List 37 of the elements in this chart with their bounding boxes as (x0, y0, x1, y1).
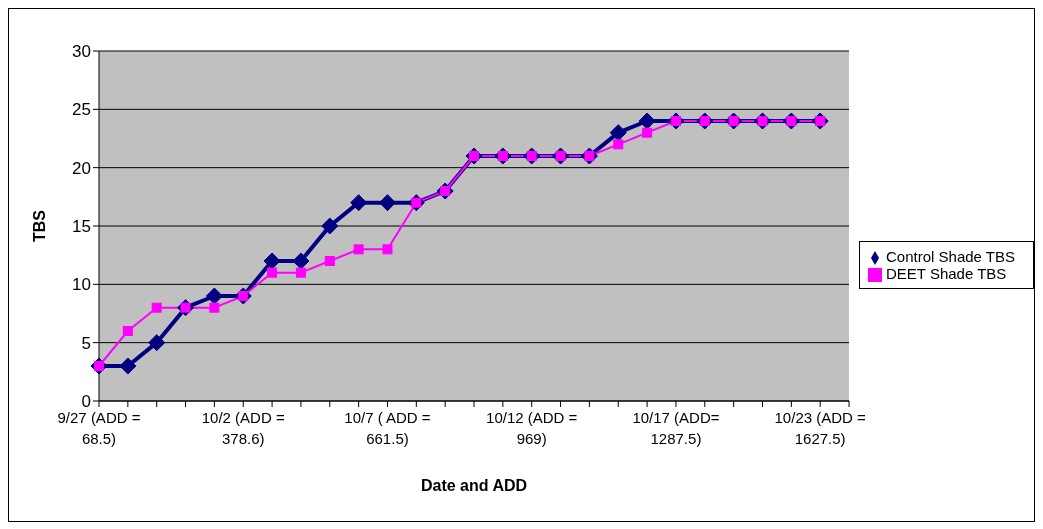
y-tick-label: 0 (81, 392, 91, 412)
point (263, 252, 281, 270)
point (324, 256, 335, 266)
point (295, 267, 306, 278)
point (638, 112, 656, 130)
y-tick-label: 30 (72, 42, 91, 62)
x-tick-label: 10/23 (ADD = 1627.5) (774, 409, 867, 447)
y-tick-label: 15 (72, 217, 91, 237)
point (122, 326, 133, 336)
point (119, 357, 137, 375)
point (209, 302, 220, 313)
point (267, 267, 278, 278)
x-tick-label: 10/17 (ADD= 1287.5) (632, 409, 720, 447)
x-tick-label: 10/7 ( ADD = 661.5) (344, 409, 431, 447)
y-tick-label: 20 (72, 158, 91, 178)
y-tick-label: 5 (81, 333, 91, 353)
point (642, 127, 653, 138)
x-tick-label: 10/2 (ADD = 378.6) (201, 409, 285, 447)
point (205, 287, 223, 305)
point (353, 244, 364, 255)
point (609, 124, 627, 142)
point (151, 302, 162, 313)
point (378, 194, 396, 212)
point (613, 139, 624, 150)
point (292, 252, 310, 270)
point (350, 194, 368, 212)
y-tick-label: 10 (72, 275, 91, 295)
legend-label: Control Shade TBS (886, 247, 1015, 265)
x-tick-label: 9/27 (ADD = 68.5) (57, 409, 141, 447)
point (321, 217, 339, 235)
x-tick-label: 10/12 (ADD = 969) (486, 409, 578, 447)
legend-label: DEET Shade TBS (886, 265, 1007, 282)
point (148, 334, 166, 352)
point (382, 244, 393, 255)
y-tick-label: 25 (72, 100, 91, 120)
x-axis-title: Date and ADD (420, 477, 528, 494)
y-axis-title: TBS (30, 209, 48, 242)
